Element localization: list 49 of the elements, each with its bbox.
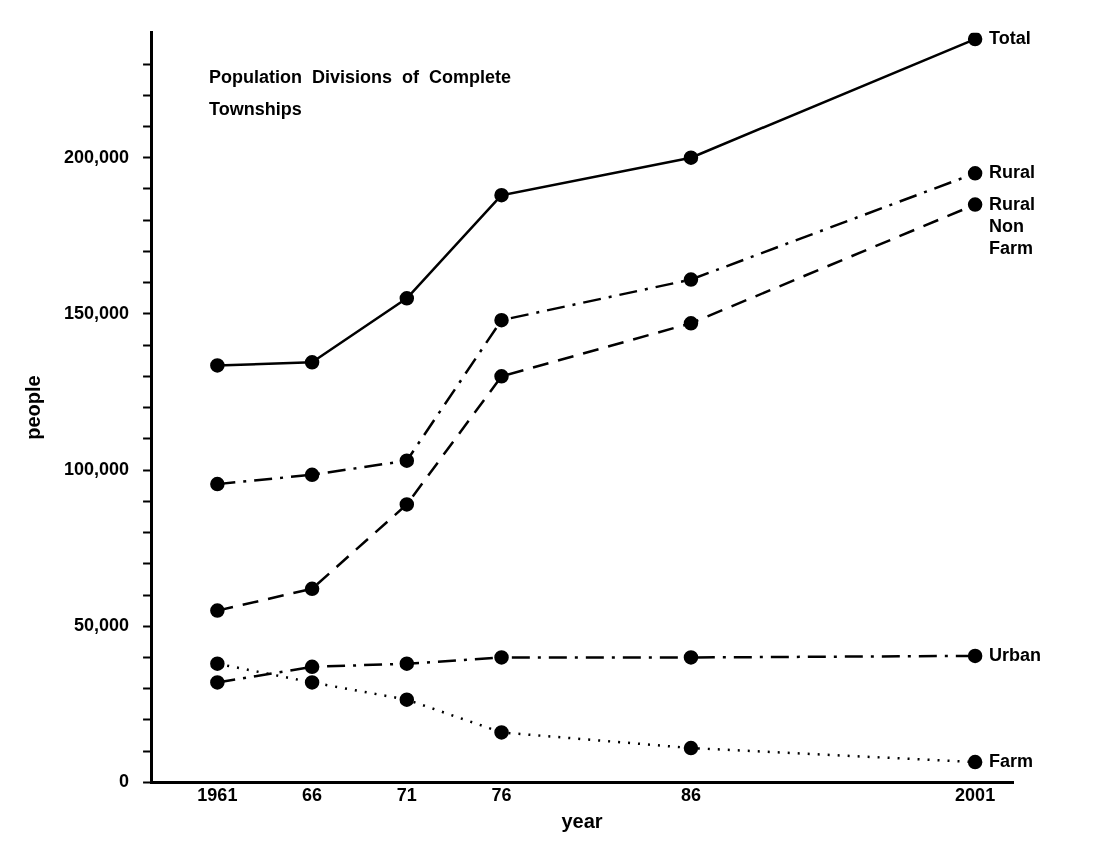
point [210,603,225,618]
point [210,656,225,671]
point [683,272,699,287]
point [304,659,320,675]
point [304,467,320,482]
point [967,754,983,770]
point [494,312,509,328]
point [210,675,225,690]
point [210,476,225,492]
point [967,32,983,47]
point [967,166,983,181]
point [967,648,983,664]
point [494,369,509,384]
x-tick-label: 66 [302,785,323,806]
point [683,650,699,665]
point [494,650,509,665]
point [304,581,320,596]
point [304,675,320,690]
series-label: Rural Non Farm [989,193,1036,258]
x-tick-label: 76 [491,785,512,806]
series-label: Farm [989,751,1034,772]
y-tick-label: 0 [119,771,130,792]
point [683,740,699,756]
point [399,291,415,306]
y-axis-title: people [21,375,44,440]
point [683,316,699,331]
point [494,187,509,203]
point [210,358,225,373]
x-axis-title: year [561,809,603,832]
point [967,197,983,212]
point [399,497,415,512]
text: Population Divisions of Complete Townships [209,66,512,119]
series-label: Rural [989,162,1036,183]
x-tick-label: 71 [396,785,417,806]
x-tick-label: 1961 [197,785,238,806]
y-tick-label: 200,000 [63,146,130,167]
series-label: Urban [989,644,1042,665]
x-tick-label: 2001 [955,785,996,806]
series-label: Total [989,28,1031,49]
y-tick-label: 100,000 [63,459,130,480]
y-tick-label: 150,000 [63,302,130,323]
point [304,355,320,370]
point [494,725,509,740]
x-tick-label: 86 [680,785,701,806]
point [399,692,415,707]
point [683,150,699,165]
point [399,656,415,671]
point [399,453,415,468]
y-tick-label: 50,000 [74,615,130,636]
